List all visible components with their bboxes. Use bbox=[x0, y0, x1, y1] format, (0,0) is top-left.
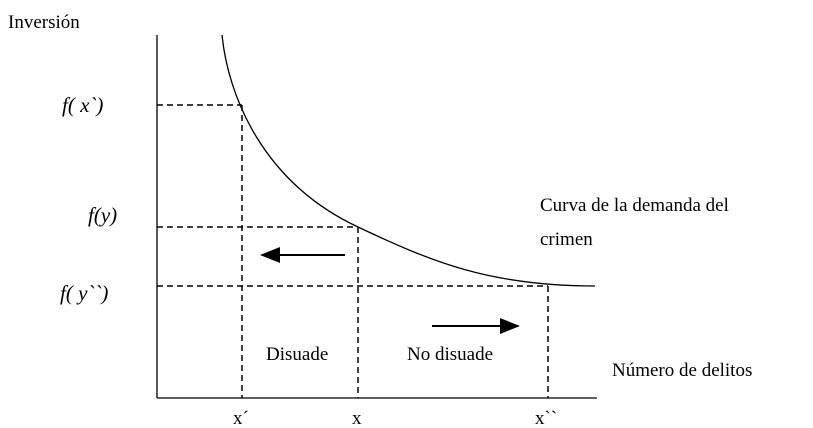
x-label: x bbox=[352, 408, 362, 428]
x-label: x`` bbox=[535, 408, 557, 428]
region-label: No disuade bbox=[407, 344, 493, 365]
y-label: f(y) bbox=[88, 203, 117, 227]
curve-label: crimen bbox=[540, 229, 593, 250]
y-axis-label: Inversión bbox=[8, 12, 80, 33]
x-label: x´ bbox=[233, 408, 249, 428]
y-label: f( y``) bbox=[60, 281, 108, 305]
y-label: f( x`) bbox=[62, 93, 103, 117]
x-axis-label: Número de delitos bbox=[612, 360, 752, 381]
curve-label: Curva de la demanda del bbox=[540, 195, 729, 216]
region-label: Disuade bbox=[266, 344, 328, 365]
